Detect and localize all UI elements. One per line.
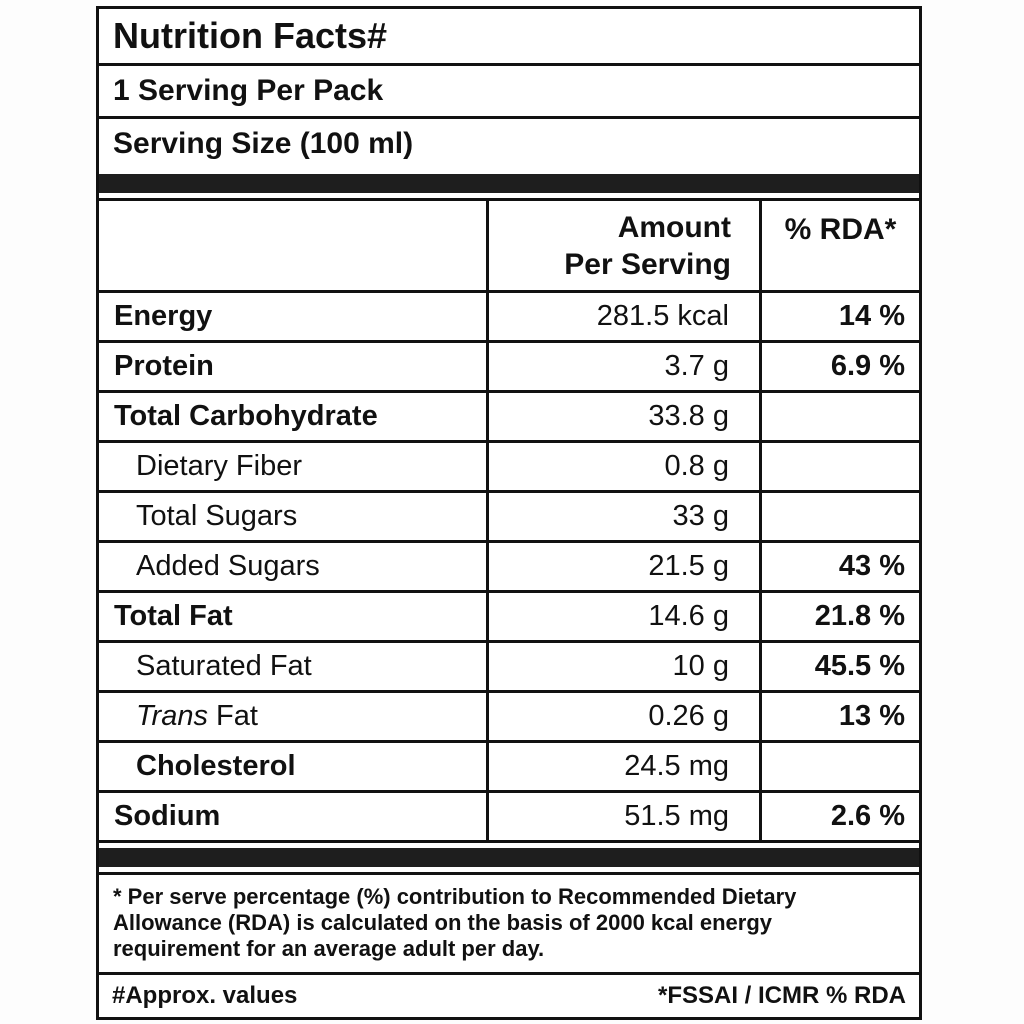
nutrient-name-italic-part: Trans bbox=[136, 700, 208, 732]
table-row: Total Sugars 33 g bbox=[99, 490, 919, 540]
label-title: Nutrition Facts# bbox=[113, 15, 388, 56]
nutrient-name-cell: Total Fat bbox=[99, 593, 486, 640]
table-row: Total Carbohydrate 33.8 g bbox=[99, 390, 919, 440]
approx-values-note: #Approx. values bbox=[112, 982, 298, 1009]
amount-cell: 33 g bbox=[486, 493, 759, 540]
table-row: Saturated Fat 10 g 45.5 % bbox=[99, 640, 919, 690]
nutrient-name: Total Sugars bbox=[136, 500, 298, 532]
rda-header: % RDA* bbox=[759, 201, 919, 290]
nutrient-name: Fat bbox=[207, 700, 258, 732]
amount-cell: 281.5 kcal bbox=[486, 293, 759, 340]
nutrient-name: Dietary Fiber bbox=[136, 450, 302, 482]
nutrient-name: Added Sugars bbox=[136, 550, 320, 582]
rda-cell bbox=[759, 743, 919, 790]
rda-cell: 45.5 % bbox=[759, 643, 919, 690]
amount-cell: 51.5 mg bbox=[486, 793, 759, 840]
rda-cell: 14 % bbox=[759, 293, 919, 340]
spacer bbox=[99, 843, 919, 848]
rda-cell bbox=[759, 443, 919, 490]
amount-cell: 3.7 g bbox=[486, 343, 759, 390]
spacer bbox=[99, 169, 919, 174]
separator-bar-top bbox=[99, 174, 919, 193]
amount-header-line1: Amount bbox=[617, 210, 731, 244]
nutrient-name: Total Fat bbox=[114, 600, 233, 632]
nutrient-name: Sodium bbox=[114, 800, 221, 832]
servings-per-pack-line: 1 Serving Per Pack bbox=[99, 63, 919, 116]
amount-cell: 33.8 g bbox=[486, 393, 759, 440]
nutrient-name-cell: Total Carbohydrate bbox=[99, 393, 486, 440]
nutrient-name-cell: Sodium bbox=[99, 793, 486, 840]
nutrition-table: Amount Per Serving % RDA* Energy 281.5 k… bbox=[99, 198, 919, 843]
amount-cell: 24.5 mg bbox=[486, 743, 759, 790]
nutrient-name-cell: Dietary Fiber bbox=[99, 443, 486, 490]
nutrient-name-cell: Protein bbox=[99, 343, 486, 390]
nutrient-name-cell: Saturated Fat bbox=[99, 643, 486, 690]
nutrient-name-cell: Total Sugars bbox=[99, 493, 486, 540]
table-body: Energy 281.5 kcal 14 % Protein 3.7 g 6.9… bbox=[99, 290, 919, 840]
rda-cell: 2.6 % bbox=[759, 793, 919, 840]
header-empty-cell bbox=[99, 201, 486, 290]
table-row: Protein 3.7 g 6.9 % bbox=[99, 340, 919, 390]
nutrient-name: Energy bbox=[114, 300, 213, 332]
table-row: Added Sugars 21.5 g 43 % bbox=[99, 540, 919, 590]
nutrition-facts-label: Nutrition Facts# 1 Serving Per Pack Serv… bbox=[96, 6, 922, 1020]
table-row: Cholesterol 24.5 mg bbox=[99, 740, 919, 790]
spacer bbox=[99, 193, 919, 198]
rda-cell bbox=[759, 393, 919, 440]
bottom-notes-row: #Approx. values *FSSAI / ICMR % RDA bbox=[99, 972, 919, 1017]
table-row: Energy 281.5 kcal 14 % bbox=[99, 290, 919, 340]
spacer bbox=[99, 867, 919, 872]
nutrient-name-cell: Trans Fat bbox=[99, 693, 486, 740]
table-header-row: Amount Per Serving % RDA* bbox=[99, 201, 919, 290]
amount-cell: 14.6 g bbox=[486, 593, 759, 640]
nutrient-name: Total Carbohydrate bbox=[114, 400, 378, 432]
rda-cell: 13 % bbox=[759, 693, 919, 740]
separator-bar-bottom bbox=[99, 848, 919, 867]
table-row: Trans Fat 0.26 g 13 % bbox=[99, 690, 919, 740]
rda-footnote: * Per serve percentage (%) contribution … bbox=[99, 872, 919, 972]
table-row: Sodium 51.5 mg 2.6 % bbox=[99, 790, 919, 840]
amount-per-serving-header: Amount Per Serving bbox=[486, 201, 759, 290]
amount-cell: 10 g bbox=[486, 643, 759, 690]
amount-cell: 0.26 g bbox=[486, 693, 759, 740]
nutrient-name: Protein bbox=[114, 350, 214, 382]
nutrient-name-cell: Added Sugars bbox=[99, 543, 486, 590]
rda-cell bbox=[759, 493, 919, 540]
table-row: Total Fat 14.6 g 21.8 % bbox=[99, 590, 919, 640]
nutrient-name: Saturated Fat bbox=[136, 650, 312, 682]
serving-size-line: Serving Size (100 ml) bbox=[99, 116, 919, 169]
nutrient-name-cell: Energy bbox=[99, 293, 486, 340]
nutrient-name: Cholesterol bbox=[136, 750, 296, 782]
rda-cell: 21.8 % bbox=[759, 593, 919, 640]
rda-cell: 6.9 % bbox=[759, 343, 919, 390]
rda-source-note: *FSSAI / ICMR % RDA bbox=[657, 982, 906, 1009]
amount-header-line2: Per Serving bbox=[564, 247, 731, 281]
rda-cell: 43 % bbox=[759, 543, 919, 590]
amount-cell: 0.8 g bbox=[486, 443, 759, 490]
table-row: Dietary Fiber 0.8 g bbox=[99, 440, 919, 490]
nutrient-name-cell: Cholesterol bbox=[99, 743, 486, 790]
amount-cell: 21.5 g bbox=[486, 543, 759, 590]
